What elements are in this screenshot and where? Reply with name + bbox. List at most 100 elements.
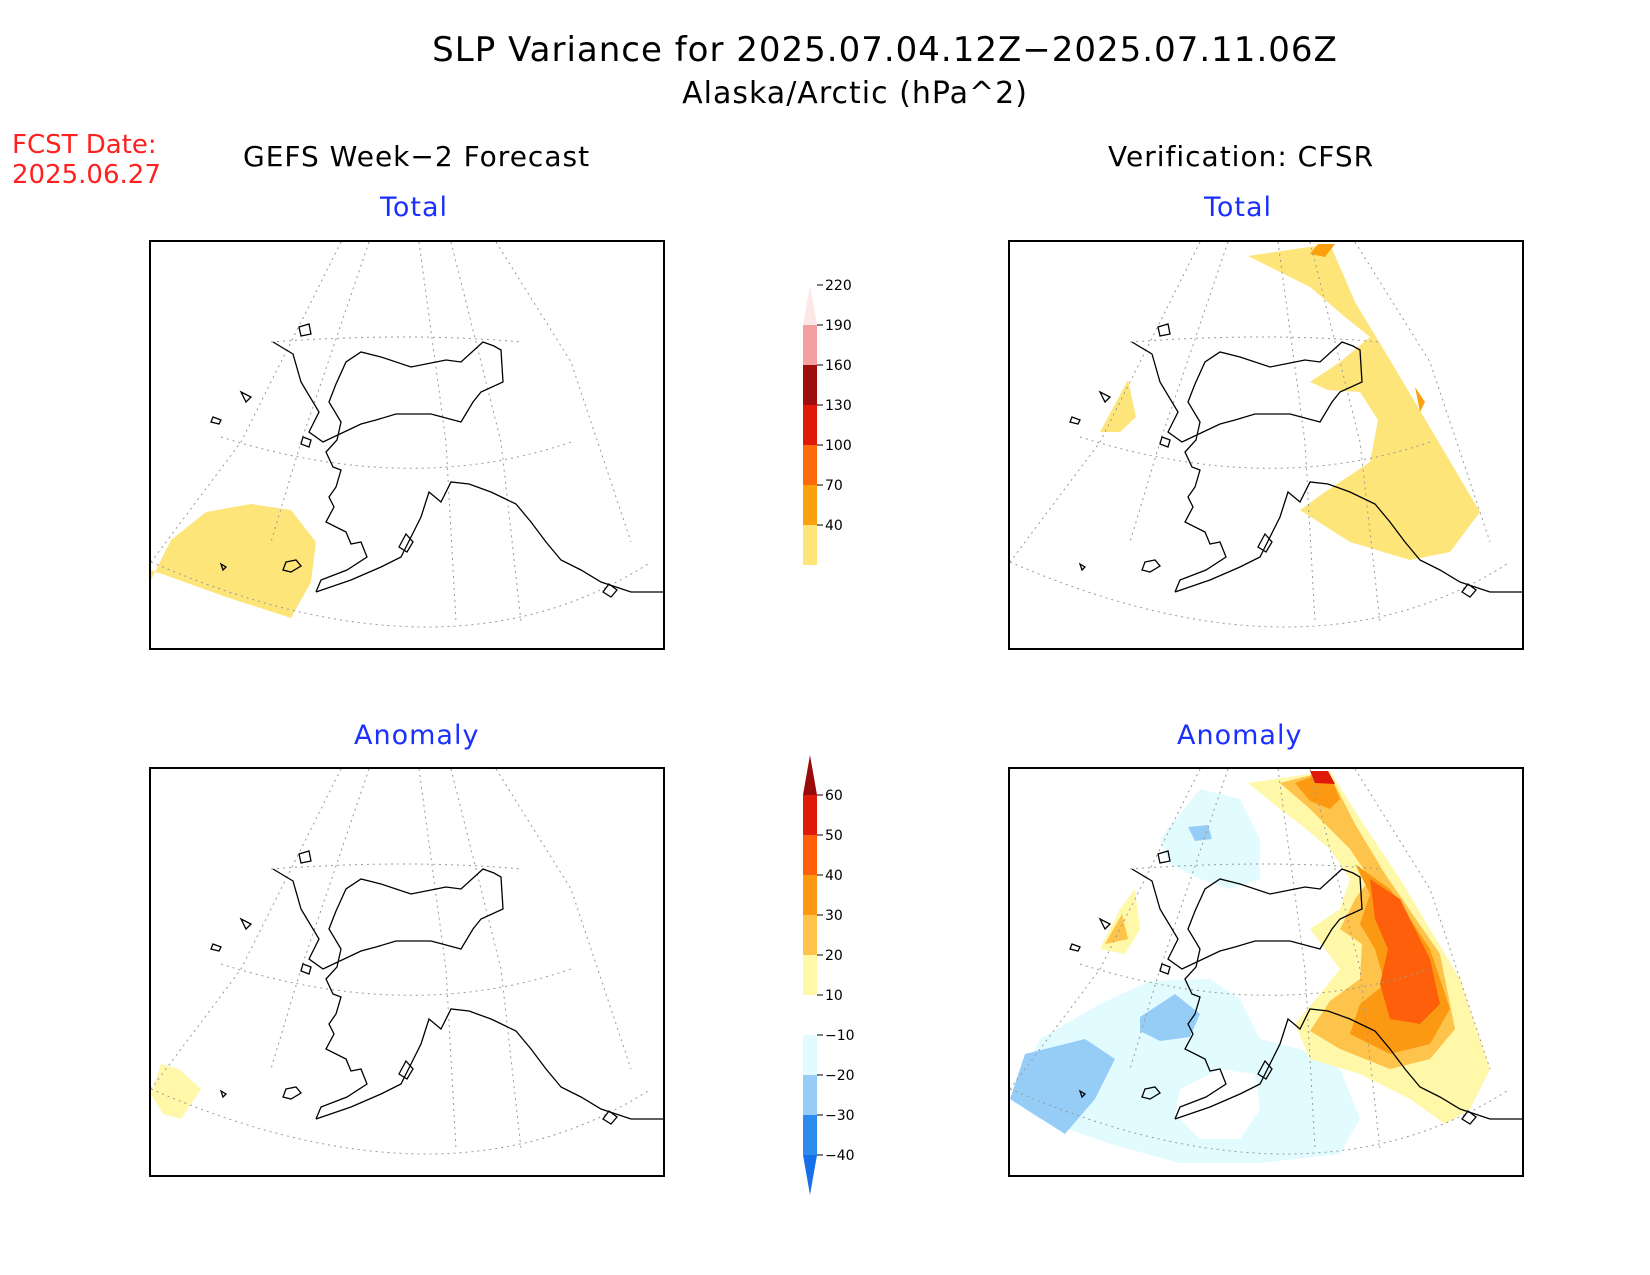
coastline — [1069, 323, 1522, 598]
grid-line — [151, 242, 342, 563]
verification-anomaly-map — [1008, 767, 1524, 1177]
coast-line — [1069, 416, 1081, 425]
colorbar-swatch — [803, 875, 817, 915]
colorbar-label: 10 — [825, 988, 843, 1004]
fcst-date-value: 2025.06.27 — [12, 160, 161, 190]
coast-line — [300, 436, 312, 448]
shade-region — [1140, 994, 1200, 1041]
grid-line — [151, 769, 342, 1090]
coast-line — [398, 532, 414, 553]
colorbar-swatch — [803, 445, 817, 485]
shade-region — [1188, 825, 1212, 841]
colorbar-label: −10 — [825, 1028, 855, 1044]
coast-line — [219, 562, 228, 572]
grid-line — [1010, 1088, 1511, 1155]
grid-line — [270, 336, 522, 343]
grid-line — [1010, 769, 1201, 1090]
subtitle: Alaska/Arctic (hPa^2) — [682, 76, 1028, 111]
shade-region — [1310, 244, 1335, 257]
colorbar-label: 70 — [825, 478, 843, 494]
colorbar-swatch — [803, 525, 817, 565]
colorbar-swatch — [803, 955, 817, 995]
grid-line — [418, 769, 457, 1150]
colorbar-label: 50 — [825, 828, 843, 844]
colorbar-label: 160 — [825, 358, 852, 374]
grid-lines — [151, 769, 652, 1155]
coastline — [210, 323, 663, 598]
colorbar-label: 40 — [825, 518, 843, 534]
shade-region — [1415, 387, 1425, 412]
coast-line — [298, 323, 312, 337]
verification-total-title: Total — [1204, 192, 1273, 223]
coast-line — [1257, 532, 1273, 553]
shade-region — [1310, 771, 1335, 784]
shade-region — [1100, 380, 1136, 432]
total-colorbar: 40 70 100 130 160 190 220 — [803, 278, 852, 565]
coast-line — [300, 963, 312, 975]
forecast-anomaly-map — [149, 767, 665, 1177]
shade-region — [1248, 244, 1480, 560]
colorbar-swatch — [803, 1115, 817, 1155]
shade-region — [151, 1064, 201, 1119]
grid-lines — [1010, 242, 1511, 628]
coast-line — [210, 416, 222, 425]
colorbar-swatch — [803, 485, 817, 525]
verification-anomaly-title: Anomaly — [1177, 720, 1303, 751]
coast-line — [1157, 850, 1171, 864]
colorbar-label: −20 — [825, 1068, 855, 1084]
grid-line — [1010, 242, 1201, 563]
coast-line — [602, 1110, 618, 1125]
colorbar-swatch — [803, 1035, 817, 1075]
coast-line — [1174, 1008, 1522, 1120]
colorbar-label: 20 — [825, 948, 843, 964]
left-column-title: GEFS Week−2 Forecast — [243, 140, 591, 173]
coast-line — [1098, 390, 1112, 404]
coast-line — [315, 481, 663, 593]
shade-region — [151, 504, 316, 618]
coast-line — [282, 1086, 302, 1100]
verification-total-map — [1008, 240, 1524, 650]
grid-line — [220, 963, 572, 996]
coast-line — [298, 850, 312, 864]
coast-line — [239, 917, 253, 931]
forecast-total-map — [149, 240, 665, 650]
coast-line — [272, 341, 504, 593]
grid-line — [1129, 336, 1381, 343]
colorbar-swatch — [803, 365, 817, 405]
coast-line — [1461, 1110, 1477, 1125]
right-column-title: Verification: CFSR — [1108, 140, 1375, 173]
colorbar-swatch — [803, 995, 817, 1035]
coast-line — [1078, 1089, 1087, 1099]
colorbar-label: 40 — [825, 868, 843, 884]
coastline — [1069, 850, 1522, 1125]
colorbar-label: 60 — [825, 788, 843, 804]
grid-line — [1010, 561, 1511, 628]
coast-line — [1174, 481, 1522, 593]
coast-line — [315, 1008, 663, 1120]
colorbar-label: 100 — [825, 438, 852, 454]
coast-line — [1257, 1059, 1273, 1080]
colorbar-label: −40 — [825, 1148, 855, 1164]
colorbar-label: 30 — [825, 908, 843, 924]
anomaly-colorbar: −40 −30 −20 −10 10 20 30 40 50 60 — [803, 755, 855, 1195]
coast-line — [398, 1059, 414, 1080]
colorbar-swatch — [803, 1075, 817, 1115]
grid-line — [220, 436, 572, 469]
grid-line — [495, 769, 632, 1070]
coast-line — [239, 390, 253, 404]
grid-line — [151, 561, 652, 628]
forecast-anomaly-title: Anomaly — [354, 720, 480, 751]
coast-line — [1141, 559, 1161, 573]
coast-line — [1069, 943, 1081, 952]
grid-line — [495, 242, 632, 543]
colorbar-label: 220 — [825, 278, 852, 294]
colorbar-label: 190 — [825, 318, 852, 334]
colorbar-swatch — [803, 795, 817, 835]
coast-line — [1141, 1086, 1161, 1100]
colorbar-swatch — [803, 835, 817, 875]
shade-region — [1105, 914, 1128, 944]
coast-line — [1131, 341, 1363, 593]
grid-line — [270, 769, 370, 1070]
coast-line — [210, 943, 222, 952]
colorbar-swatch — [803, 915, 817, 955]
